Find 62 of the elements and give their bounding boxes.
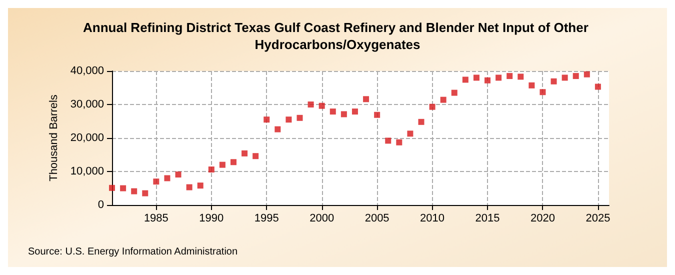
point xyxy=(484,77,491,84)
point xyxy=(296,114,303,121)
point xyxy=(219,162,226,168)
point xyxy=(385,138,392,144)
point xyxy=(264,116,270,123)
point xyxy=(153,178,160,185)
x-tick-label: 1985 xyxy=(144,212,168,224)
y-tick-label: 30,000 xyxy=(70,98,104,110)
point xyxy=(318,102,325,109)
point xyxy=(418,118,424,125)
y-tick-label: 40,000 xyxy=(70,65,104,77)
chart-title: Annual Refining District Texas Gulf Coast Refinery and Blender Net Input of Other Hydrocarbons/Oxygenates xyxy=(83,20,592,52)
x-tick-label: 1990 xyxy=(199,212,224,224)
point xyxy=(374,112,380,118)
source-note: Source: U.S. Energy Information Administration xyxy=(28,246,238,258)
point xyxy=(230,159,236,166)
point xyxy=(506,73,513,80)
point xyxy=(164,175,170,182)
point xyxy=(594,84,601,90)
y-tick-label: 10,000 xyxy=(70,166,104,178)
point xyxy=(540,89,546,96)
y-tick-label: 0 xyxy=(98,199,104,211)
point xyxy=(286,116,292,123)
point xyxy=(142,190,148,196)
x-tick-label: 2025 xyxy=(586,212,610,224)
point xyxy=(330,108,336,115)
point xyxy=(340,111,347,118)
x-tick-label: 2005 xyxy=(364,212,390,224)
x-tick-label: 2020 xyxy=(530,212,555,224)
point xyxy=(252,153,259,160)
x-tick-label: 2015 xyxy=(475,212,500,224)
y-axis-title: Thousand Barrels xyxy=(48,94,60,182)
point xyxy=(352,108,358,115)
point xyxy=(242,150,248,156)
point xyxy=(429,104,436,110)
point xyxy=(462,76,468,83)
point xyxy=(120,185,126,192)
point xyxy=(175,172,182,178)
x-tick-label: 2010 xyxy=(420,212,445,224)
point xyxy=(407,130,414,137)
point xyxy=(550,78,557,84)
point xyxy=(186,184,192,190)
point xyxy=(562,74,568,81)
point xyxy=(274,126,281,132)
point xyxy=(572,73,579,80)
x-tick-label: 1995 xyxy=(254,212,279,224)
x-tick-label: 2000 xyxy=(310,212,334,224)
point xyxy=(396,139,402,146)
point xyxy=(451,90,458,96)
point xyxy=(208,166,214,172)
point xyxy=(528,82,535,88)
point xyxy=(363,96,370,102)
y-tick-label: 20,000 xyxy=(70,132,104,144)
point xyxy=(109,184,115,191)
point xyxy=(308,102,314,108)
point xyxy=(584,71,590,78)
point xyxy=(496,74,502,81)
point xyxy=(518,74,524,80)
point xyxy=(197,182,204,189)
point xyxy=(131,188,138,194)
point xyxy=(473,74,480,81)
point xyxy=(440,96,446,103)
